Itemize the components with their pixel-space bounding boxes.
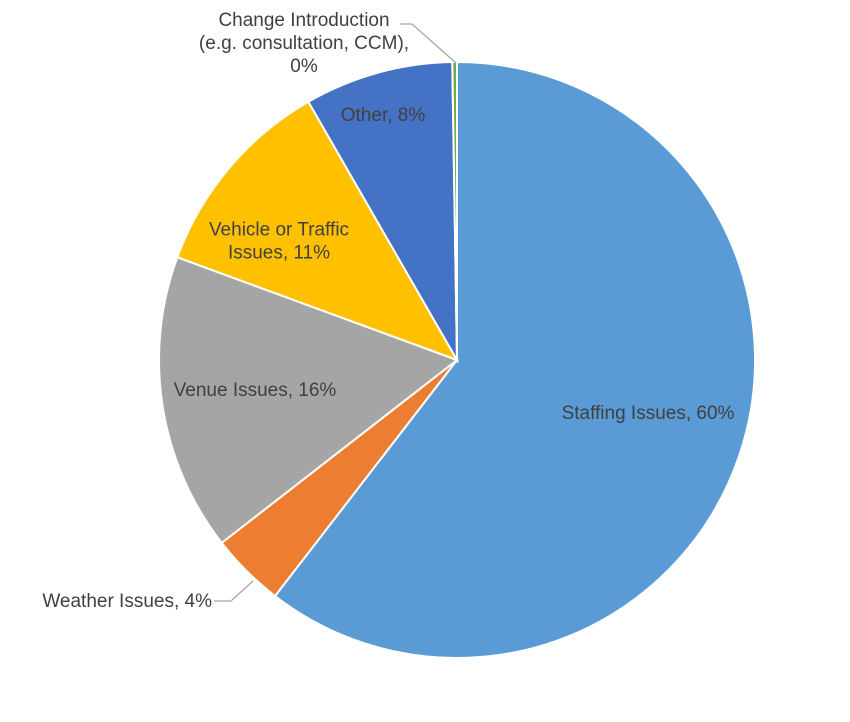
pie-slices [158,60,756,659]
slice-label-5: Other, 8% [341,105,426,126]
slice-label-3: Venue Issues, 16% [174,380,337,401]
slice-label-2: Weather Issues, 4% [42,591,212,612]
leader-lines [214,23,457,602]
slice-label-1: Staffing Issues, 60% [562,403,735,424]
slice-labels: Staffing Issues, 60% Weather Issues, 4% Ve… [42,10,734,612]
leader-line-2 [214,580,254,602]
pie-slice-5 [306,61,459,364]
slice-label-6: Change Introduction (e.g. consultation, C… [199,10,409,77]
slice-label-4: Vehicle or Traffic Issues, 11% [209,220,349,264]
pie-slice-3 [158,255,460,545]
pie-slice-1 [273,60,756,659]
pie-slice-4 [176,100,460,362]
leader-line-6 [400,23,457,64]
